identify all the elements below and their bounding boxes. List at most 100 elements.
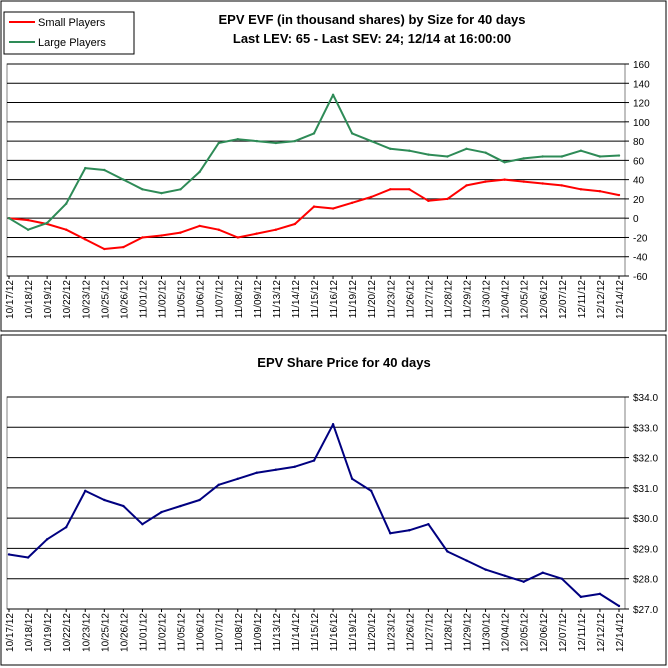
evf-series-0-point (598, 190, 602, 193)
y-tick-label: $34.0 (633, 393, 658, 404)
evf-series-1-point (579, 149, 583, 152)
y-tick-label: 160 (633, 60, 650, 71)
price-series-0-point (45, 538, 49, 541)
x-tick-label: 11/23/12 (386, 280, 397, 319)
price-series-0-point (598, 592, 602, 596)
x-tick-label: 11/13/12 (272, 280, 283, 319)
price-series-0-point (103, 498, 106, 502)
x-tick-label: 10/19/12 (43, 280, 54, 319)
evf-series-0-point (369, 195, 373, 199)
evf-series-0-point (293, 222, 297, 226)
x-tick-label: 11/23/12 (386, 613, 397, 652)
x-tick-label: 12/12/12 (596, 613, 607, 652)
x-tick-label: 12/07/12 (558, 280, 569, 319)
evf-series-1-point (255, 139, 259, 143)
evf-series-1-point (446, 155, 449, 158)
x-tick-label: 10/17/12 (5, 280, 16, 319)
x-tick-label: 11/20/12 (367, 613, 378, 652)
price-x-axis: 10/17/12 10/18/12 10/19/12 10/22/12 10/23/12… (5, 609, 626, 652)
evf-series-1-point (369, 139, 373, 143)
price-series-0-point (541, 571, 544, 574)
legend-label-small-players: Small Players (38, 17, 106, 29)
evf-series-1-point (465, 147, 468, 150)
x-tick-label: 12/07/12 (558, 613, 569, 652)
price-series-0-point (255, 471, 259, 474)
x-tick-label: 10/18/12 (24, 280, 35, 319)
evf-series-0-point (446, 197, 449, 201)
evf-series-1-point (198, 170, 201, 174)
price-series-0-point (179, 504, 182, 508)
evf-series-1-point (617, 154, 621, 157)
evf-series-1-point (84, 166, 87, 170)
evf-series-1-point (560, 155, 564, 158)
x-tick-label: 12/04/12 (501, 613, 512, 652)
price-series-0-point (122, 504, 125, 508)
price-series-0-point (484, 568, 487, 571)
evf-series-1-point (408, 149, 411, 152)
price-series-0-point (369, 489, 373, 493)
x-tick-label: 11/01/12 (138, 613, 149, 652)
x-tick-label: 11/14/12 (291, 613, 302, 652)
evf-series-1-point (389, 147, 392, 150)
x-tick-label: 11/20/12 (367, 280, 378, 319)
x-tick-label: 11/02/12 (158, 280, 169, 319)
x-tick-label: 10/19/12 (43, 613, 54, 652)
price-series-0-point (64, 526, 68, 529)
evf-series-0-point (408, 188, 411, 191)
x-tick-label: 11/19/12 (348, 613, 359, 652)
price-series-0-point (84, 489, 87, 493)
price-series-0-point (7, 553, 11, 556)
evf-series-0-point (541, 182, 544, 185)
x-tick-label: 10/26/12 (119, 613, 130, 652)
evf-series-0-point (217, 228, 220, 231)
price-series-0-point (198, 498, 201, 502)
evf-series-0-point (427, 199, 430, 203)
evf-series-0-point (484, 180, 487, 183)
evf-legend: Small Players Large Players (3, 11, 135, 55)
price-series-0-point (446, 550, 449, 553)
evf-series-0-point (312, 205, 316, 208)
x-tick-label: 11/15/12 (310, 280, 321, 319)
price-series-line (7, 423, 621, 608)
x-tick-label: 11/05/12 (177, 280, 188, 319)
x-tick-label: 11/09/12 (253, 613, 264, 652)
evf-series-0-point (274, 228, 278, 231)
evf-series-1-point (160, 191, 163, 195)
y-tick-label: 60 (633, 156, 645, 167)
evf-series-1-point (26, 228, 30, 231)
x-tick-label: 10/17/12 (5, 613, 16, 652)
x-tick-label: 11/14/12 (291, 280, 302, 319)
evf-chart-title: EPV EVF (in thousand shares) by Size for… (218, 12, 525, 27)
x-tick-label: 10/22/12 (62, 280, 73, 319)
x-tick-label: 12/05/12 (520, 613, 531, 652)
x-tick-label: 11/16/12 (329, 280, 340, 319)
evf-series-1-point (122, 178, 125, 181)
price-y-axis: $27.0 $28.0 $29.0 $30.0 $31.0 $32.0 $33.0 $34.0 (625, 393, 658, 616)
y-tick-label: 140 (633, 79, 650, 90)
evf-series-1-point (503, 161, 506, 164)
evf-gridlines (7, 63, 625, 277)
evf-series-1-point (598, 155, 602, 158)
price-series-0-point (408, 529, 411, 532)
x-tick-label: 11/26/12 (405, 280, 416, 319)
x-tick-label: 12/11/12 (577, 613, 588, 652)
price-series-0-point (503, 574, 506, 577)
price-series-0-point (522, 580, 525, 583)
x-tick-label: 10/22/12 (62, 613, 73, 652)
x-tick-label: 11/28/12 (443, 613, 454, 652)
evf-series-0-point (198, 224, 201, 228)
evf-series-0-point (26, 218, 30, 222)
evf-series-0-point (560, 184, 564, 187)
x-tick-label: 12/14/12 (615, 280, 626, 319)
evf-series-1-point (64, 202, 68, 205)
evf-series-1-point (312, 132, 316, 135)
price-series-0-point (217, 483, 220, 487)
evf-series-1-point (141, 188, 144, 191)
price-series-0-point (236, 477, 239, 480)
evf-series-lines (7, 93, 621, 251)
x-tick-label: 11/06/12 (196, 280, 207, 319)
x-tick-label: 11/09/12 (253, 280, 264, 319)
x-tick-label: 11/07/12 (215, 613, 226, 652)
x-tick-label: 11/08/12 (234, 613, 245, 652)
x-tick-label: 11/06/12 (196, 613, 207, 652)
